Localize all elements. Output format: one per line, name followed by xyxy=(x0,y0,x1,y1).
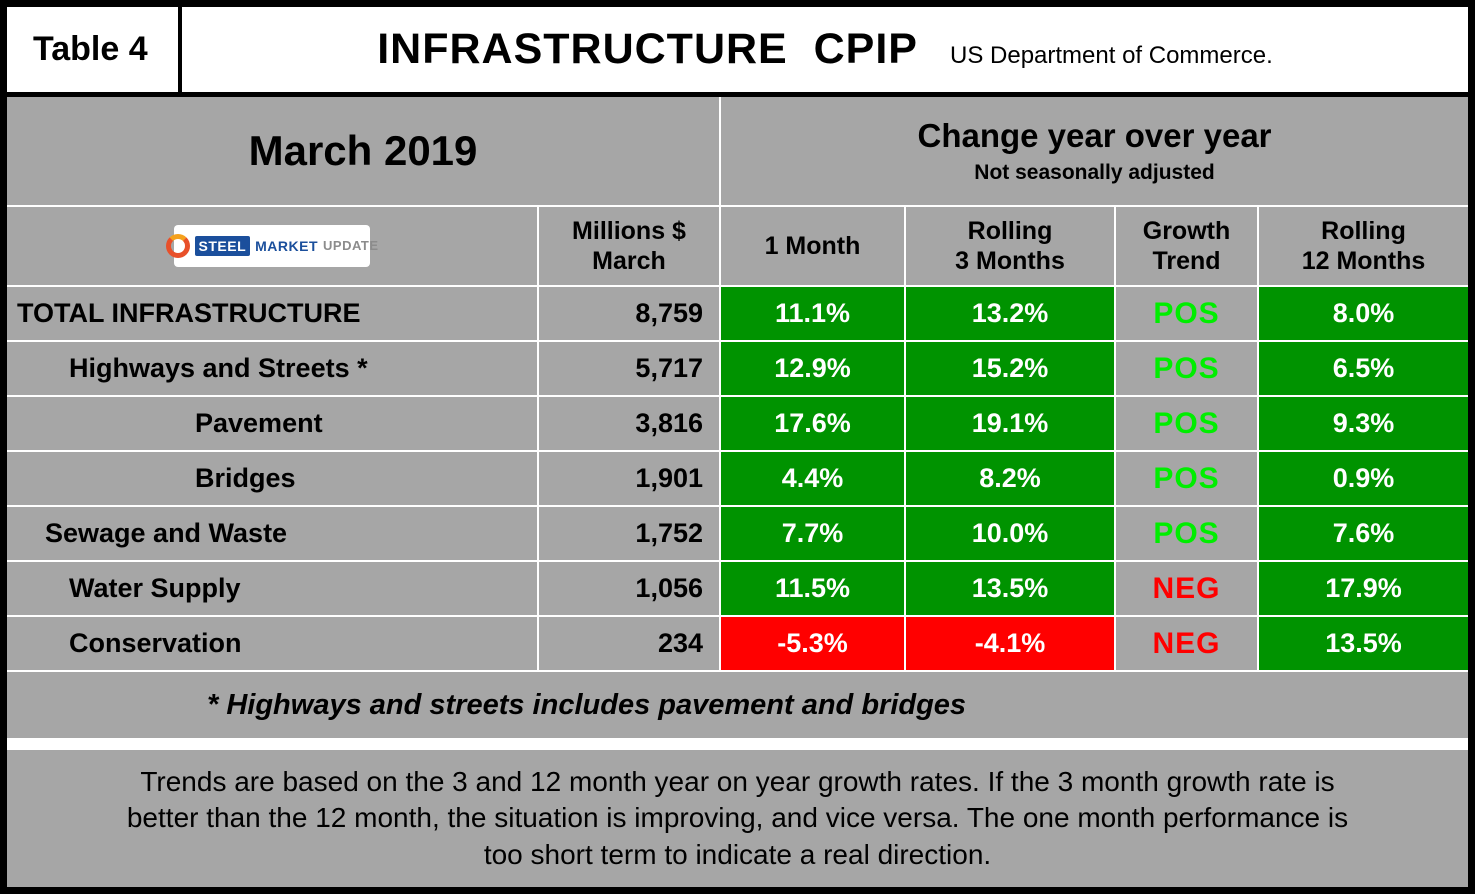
rolling-12-months-value: 0.9% xyxy=(1259,452,1468,505)
one-month-value: -5.3% xyxy=(721,617,906,670)
one-month-value: 11.1% xyxy=(721,287,906,340)
growth-trend-value: POS xyxy=(1116,507,1259,560)
table-number-text: Table 4 xyxy=(33,30,148,68)
methodology-note: Trends are based on the 3 and 12 month y… xyxy=(126,765,1349,870)
millions-value: 3,816 xyxy=(539,397,721,450)
table-row: Conservation 234 -5.3% -4.1% NEG 13.5% xyxy=(7,617,1468,672)
growth-trend-value: NEG xyxy=(1116,617,1259,670)
one-month-value: 11.5% xyxy=(721,562,906,615)
growth-trend-value: NEG xyxy=(1116,562,1259,615)
rolling-3-months-value: 10.0% xyxy=(906,507,1116,560)
footnote: * Highways and streets includes pavement… xyxy=(207,688,967,721)
period-label: March 2019 xyxy=(7,97,721,205)
row-label: Water Supply xyxy=(7,562,539,615)
column-header-growth-trend: Growth Trend xyxy=(1116,207,1259,285)
table-row: Water Supply 1,056 11.5% 13.5% NEG 17.9% xyxy=(7,562,1468,617)
rolling-3-months-value: 13.2% xyxy=(906,287,1116,340)
top-header: Table 4 INFRASTRUCTURE CPIP US Departmen… xyxy=(7,7,1468,97)
seasonal-adjustment-note: Not seasonally adjusted xyxy=(974,161,1215,184)
period-band: March 2019 Change year over year Not sea… xyxy=(7,97,1468,207)
rolling-12-months-value: 8.0% xyxy=(1259,287,1468,340)
table-row: TOTAL INFRASTRUCTURE 8,759 11.1% 13.2% P… xyxy=(7,287,1468,342)
column-header-1-month: 1 Month xyxy=(721,207,906,285)
table-row: Pavement 3,816 17.6% 19.1% POS 9.3% xyxy=(7,397,1468,452)
column-header-row: STEEL MARKET UPDATE Millions $ March 1 M… xyxy=(7,207,1468,287)
one-month-value: 7.7% xyxy=(721,507,906,560)
rolling-3-months-value: 15.2% xyxy=(906,342,1116,395)
table-number-label: Table 4 xyxy=(7,7,182,92)
rolling-12-months-value: 17.9% xyxy=(1259,562,1468,615)
row-label: Pavement xyxy=(7,397,539,450)
column-header-rolling-12-months: Rolling 12 Months xyxy=(1301,217,1426,275)
growth-trend-value: POS xyxy=(1116,397,1259,450)
rolling-12-months-value: 13.5% xyxy=(1259,617,1468,670)
change-band: Change year over year Not seasonally adj… xyxy=(721,97,1468,205)
millions-value: 5,717 xyxy=(539,342,721,395)
growth-trend-value: POS xyxy=(1116,452,1259,505)
one-month-value: 4.4% xyxy=(721,452,906,505)
one-month-value: 12.9% xyxy=(721,342,906,395)
rolling-3-months-value: 8.2% xyxy=(906,452,1116,505)
growth-trend-value: POS xyxy=(1116,287,1259,340)
steel-market-update-logo: STEEL MARKET UPDATE xyxy=(165,225,378,267)
logo-word-market: MARKET xyxy=(255,237,319,254)
rolling-12-months-value: 9.3% xyxy=(1259,397,1468,450)
logo-word-update: UPDATE xyxy=(323,238,379,254)
column-header-millions: Millions $ March xyxy=(539,207,721,285)
millions-value: 8,759 xyxy=(539,287,721,340)
row-label: Conservation xyxy=(7,617,539,670)
growth-trend-value: POS xyxy=(1116,342,1259,395)
row-label: TOTAL INFRASTRUCTURE xyxy=(7,287,539,340)
row-label: Bridges xyxy=(7,452,539,505)
logo-cell: STEEL MARKET UPDATE xyxy=(7,207,539,285)
row-label: Sewage and Waste xyxy=(7,507,539,560)
millions-value: 1,752 xyxy=(539,507,721,560)
table-row: Sewage and Waste 1,752 7.7% 10.0% POS 7.… xyxy=(7,507,1468,562)
millions-value: 1,056 xyxy=(539,562,721,615)
change-title: Change year over year xyxy=(917,117,1272,154)
page-title: INFRASTRUCTURE CPIP xyxy=(377,25,918,73)
separator xyxy=(7,738,1468,750)
column-header-rolling-3-months: Rolling 3 Months xyxy=(906,207,1116,285)
row-label: Highways and Streets * xyxy=(7,342,539,395)
one-month-value: 17.6% xyxy=(721,397,906,450)
source-label: US Department of Commerce. xyxy=(950,41,1273,69)
logo-word-steel: STEEL xyxy=(194,235,251,257)
table-row: Bridges 1,901 4.4% 8.2% POS 0.9% xyxy=(7,452,1468,507)
rolling-12-months-value: 7.6% xyxy=(1259,507,1468,560)
millions-value: 234 xyxy=(539,617,721,670)
rolling-3-months-value: 13.5% xyxy=(906,562,1116,615)
logo-swoosh-icon xyxy=(165,234,190,258)
rolling-3-months-value: -4.1% xyxy=(906,617,1116,670)
rolling-12-months-value: 6.5% xyxy=(1259,342,1468,395)
title-area: INFRASTRUCTURE CPIP US Department of Com… xyxy=(182,7,1468,92)
rolling-3-months-value: 19.1% xyxy=(906,397,1116,450)
table-row: Highways and Streets * 5,717 12.9% 15.2%… xyxy=(7,342,1468,397)
millions-value: 1,901 xyxy=(539,452,721,505)
data-rows: TOTAL INFRASTRUCTURE 8,759 11.1% 13.2% P… xyxy=(7,287,1468,672)
